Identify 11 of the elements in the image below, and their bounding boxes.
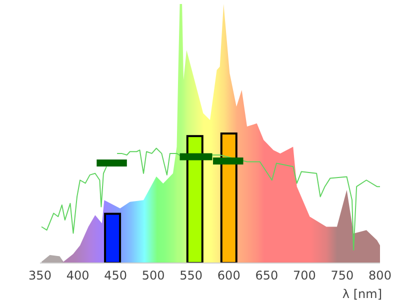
x-tick-label: 550 [180, 268, 203, 283]
x-tick-label: 500 [142, 268, 165, 283]
x-axis-title: λ [nm] [342, 287, 382, 300]
x-tick-label: 400 [66, 268, 90, 283]
x-tick-label: 450 [104, 268, 128, 283]
x-tick-label: 700 [292, 268, 316, 283]
x-tick-label: 650 [255, 268, 278, 283]
x-tick-label: 800 [368, 268, 392, 283]
x-tick-label: 750 [330, 268, 354, 283]
x-tick-label: 600 [217, 268, 240, 283]
x-tick-label: 350 [28, 268, 52, 283]
